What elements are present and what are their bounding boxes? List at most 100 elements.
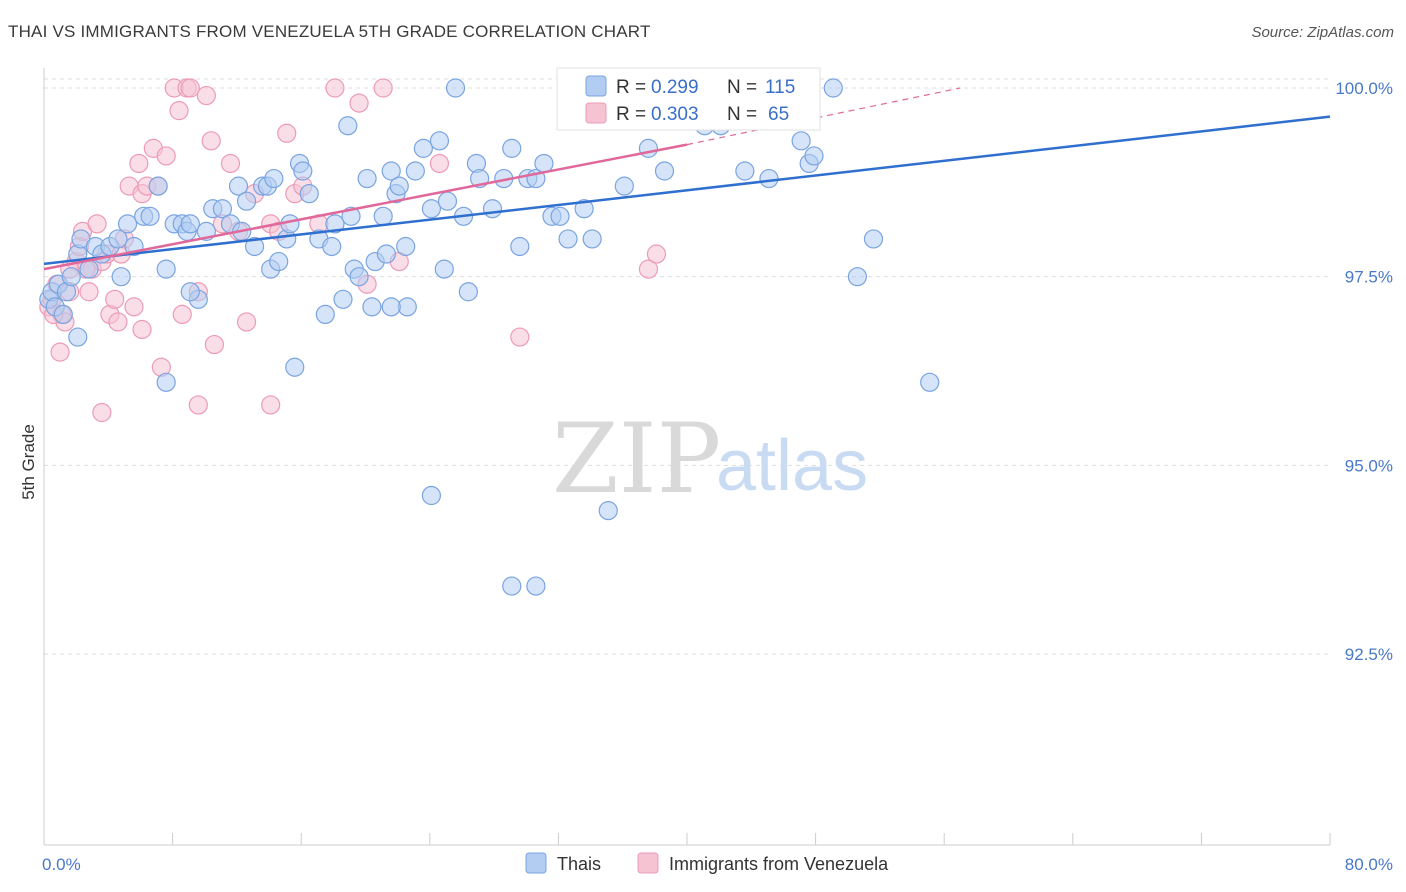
thais-point-67 (429, 131, 450, 151)
thais-point-68 (434, 259, 454, 279)
venez-point-58 (261, 395, 281, 415)
thais-point-64 (405, 161, 425, 181)
venez-point-62 (236, 312, 257, 332)
thais-point-43 (293, 161, 313, 181)
thais-point-48 (325, 214, 345, 234)
thais-point-33 (244, 236, 265, 257)
thais-point-19 (148, 176, 168, 196)
legend-r-value-venez: 0.303 (651, 104, 699, 125)
thais-point-28 (212, 199, 233, 219)
thais-point-54 (357, 168, 377, 189)
thais-point-18 (140, 206, 160, 226)
thais-point-92 (654, 161, 675, 181)
thais-point-99 (791, 131, 811, 151)
thais-point-30 (228, 176, 249, 196)
y-tick-labels: 100.0% 97.5% 95.0% 92.5% (1335, 79, 1393, 664)
thais-point-4 (53, 304, 73, 324)
venez-point-16 (105, 289, 125, 309)
chart-source: Source: ZipAtlas.com (1251, 24, 1394, 41)
legend-swatch-venez (585, 102, 607, 124)
thais-point-37 (264, 168, 284, 189)
bottom-legend-label-thais[interactable]: Thais (557, 854, 601, 874)
thais-point-98 (759, 168, 779, 189)
venez-trend-extension (686, 87, 961, 146)
trend-lines (43, 87, 1331, 271)
thais-point-85 (574, 199, 594, 219)
venez-point-27 (156, 146, 176, 166)
thais-point-101 (804, 146, 824, 166)
thais-point-89 (614, 176, 634, 196)
thais-point-110 (68, 327, 88, 347)
thais-points (39, 78, 940, 596)
thais-point-57 (373, 206, 393, 226)
legend-r-label-thais: R = (616, 77, 646, 98)
thais-trend-line (43, 115, 1331, 266)
thais-point-91 (638, 138, 659, 158)
series-legend: Thais Immigrants from Venezuela (525, 852, 889, 874)
watermark: ZIP atlas (552, 403, 868, 515)
venez-point-61 (108, 312, 128, 332)
legend-n-value-thais: 115 (765, 77, 795, 98)
venez-point-54 (638, 259, 659, 279)
thais-point-69 (437, 191, 458, 211)
thais-point-62 (396, 236, 416, 257)
x-tick-label-0: 0.0% (42, 855, 81, 874)
venez-point-30 (172, 304, 192, 324)
thais-point-59 (381, 161, 401, 181)
venez-point-32 (180, 78, 200, 98)
bottom-legend-swatch-venez[interactable] (637, 852, 659, 874)
thais-point-81 (534, 153, 554, 174)
venez-point-38 (220, 153, 241, 174)
legend-r-value-thais: 0.299 (651, 77, 699, 98)
thais-point-107 (598, 501, 618, 521)
thais-point-78 (510, 236, 530, 257)
y-tick-label-2: 95.0% (1345, 456, 1393, 475)
legend-n-label-thais: N = (727, 77, 757, 98)
venez-point-52 (429, 153, 450, 174)
venez-point-12 (87, 214, 107, 234)
watermark-atlas: atlas (716, 426, 868, 506)
thais-point-6 (61, 267, 81, 287)
thais-point-108 (502, 576, 522, 596)
venez-point-57 (188, 395, 208, 415)
thais-point-58 (376, 244, 396, 264)
thais-point-97 (735, 161, 755, 181)
thais-point-103 (847, 267, 867, 287)
thais-point-109 (526, 576, 546, 596)
thais-point-75 (482, 199, 503, 219)
venez-point-29 (169, 101, 189, 121)
thais-point-111 (156, 372, 176, 392)
thais-point-53 (349, 267, 369, 287)
venez-point-10 (79, 282, 99, 302)
thais-point-13 (108, 229, 128, 249)
bottom-legend-swatch-thais[interactable] (525, 852, 547, 874)
legend-r-label-venez: R = (616, 104, 646, 125)
venez-trend-line (43, 143, 688, 271)
venez-point-56 (92, 402, 112, 423)
venez-point-36 (204, 334, 224, 355)
thais-point-49 (333, 289, 353, 309)
chart-title: THAI VS IMMIGRANTS FROM VENEZUELA 5TH GR… (8, 22, 651, 41)
y-axis-label: 5th Grade (19, 424, 38, 500)
thais-point-104 (863, 229, 884, 249)
thais-point-55 (362, 297, 382, 317)
thais-point-63 (397, 297, 417, 317)
thais-point-84 (558, 229, 578, 249)
bottom-legend-label-venez[interactable]: Immigrants from Venezuela (669, 854, 889, 874)
thais-point-66 (421, 199, 442, 219)
venez-point-35 (201, 131, 221, 151)
thais-point-46 (315, 304, 335, 324)
thais-point-70 (445, 78, 466, 98)
venez-point-48 (349, 93, 369, 113)
thais-point-102 (823, 78, 843, 98)
thais-point-50 (338, 116, 358, 136)
venez-point-55 (646, 244, 667, 264)
thais-point-15 (117, 214, 138, 234)
venez-point-50 (373, 78, 393, 98)
y-tick-label-1: 97.5% (1345, 268, 1393, 287)
thais-point-24 (180, 214, 200, 234)
thais-point-72 (458, 282, 478, 302)
thais-point-65 (413, 138, 433, 158)
venez-point-59 (132, 319, 152, 340)
